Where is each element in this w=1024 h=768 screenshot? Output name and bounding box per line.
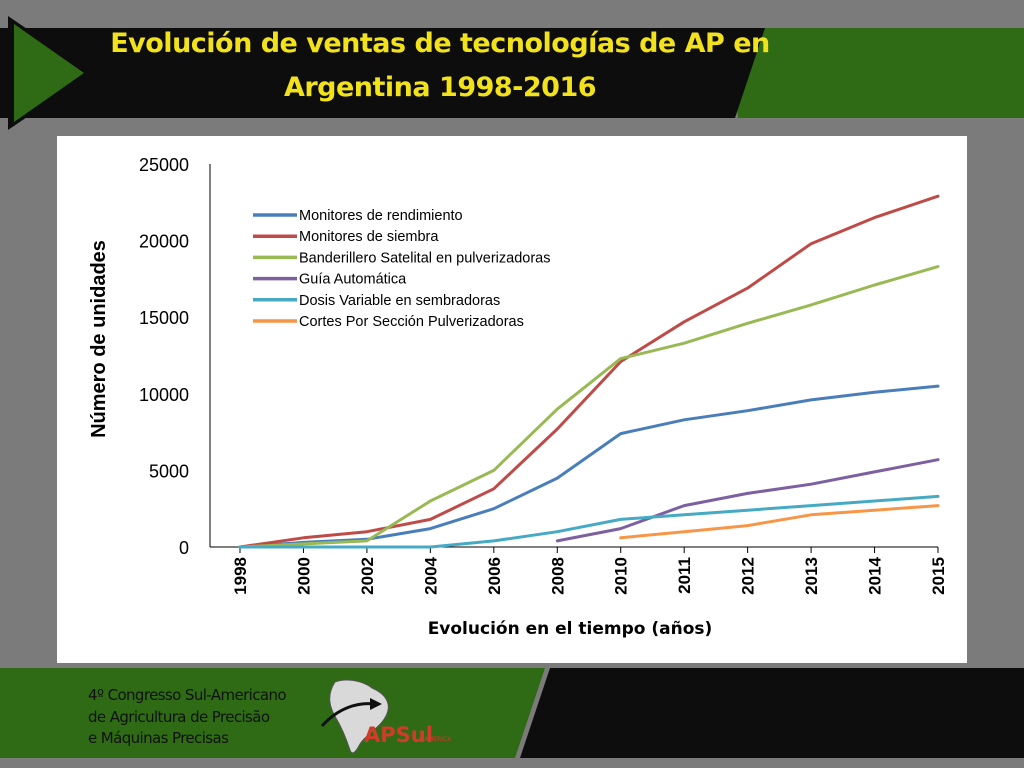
x-tick-label: 2013 [802, 557, 821, 595]
chart-lines [238, 194, 940, 549]
apsul-logo: APSul AMÉRICA [320, 679, 452, 754]
series-line-4 [555, 458, 940, 543]
x-tick-label: 2012 [739, 557, 758, 595]
x-tick-label: 2011 [675, 557, 694, 594]
y-tick-label: 15000 [139, 308, 189, 328]
slide-title-line-1: Evolución de ventas de tecnologías de AP… [110, 28, 770, 59]
series-line-2 [238, 194, 940, 549]
legend-label: Cortes Por Sección Pulverizadoras [299, 314, 524, 330]
x-tick-label: 2014 [866, 556, 885, 594]
series-line-6 [619, 504, 940, 540]
series-line-3 [238, 265, 940, 549]
chart-axes: 0 5000 10000 15000 20000 25000 1998 2000 2002 200… [139, 155, 948, 595]
y-axis-label: Número de unidades [88, 240, 110, 438]
header-green-band [730, 28, 1024, 118]
legend-label: Monitores de siembra [299, 229, 439, 245]
header-arrow [14, 24, 84, 122]
logo-subtext: AMÉRICA [424, 735, 452, 743]
y-tick-label: 0 [179, 538, 189, 558]
series-line-5 [238, 494, 940, 549]
south-america-map-icon [329, 679, 389, 754]
header-black-band [0, 28, 765, 118]
footer-green-band [0, 668, 545, 758]
legend-label: Dosis Variable en sembradoras [299, 293, 500, 309]
logo-text: APSul [364, 723, 433, 747]
chart-legend: Monitores de rendimiento Monitores de sie… [253, 208, 550, 330]
legend-label: Banderillero Satelital en pulverizadoras [299, 250, 550, 266]
logo-swoosh-icon [320, 702, 375, 728]
x-tick-label: 2010 [612, 557, 631, 595]
y-tick-label: 10000 [139, 385, 189, 405]
x-tick-label: 2004 [421, 556, 440, 594]
y-tick-label: 25000 [139, 155, 189, 175]
legend-label: Monitores de rendimiento [299, 208, 463, 224]
footer-black-band [520, 668, 1024, 758]
footer-line-2: de Agricultura de Precisão [88, 708, 270, 726]
x-tick-label: 2002 [358, 557, 377, 595]
x-tick-label: 2015 [929, 557, 948, 595]
x-tick-label: 2008 [548, 557, 567, 595]
chart-panel: 0 5000 10000 15000 20000 25000 1998 2000 2002 200… [57, 136, 967, 663]
x-tick-label: 2006 [485, 557, 504, 595]
footer-line-1: 4º Congresso Sul-Americano [88, 686, 287, 704]
x-tick-label: 1998 [231, 557, 250, 595]
y-tick-label: 20000 [139, 232, 189, 252]
series-line-1 [238, 384, 940, 549]
x-tick-label: 2000 [294, 557, 313, 595]
logo-arrow-icon [370, 698, 382, 710]
legend-label: Guía Automática [299, 272, 407, 288]
y-tick-label: 5000 [149, 461, 189, 481]
slide-title-line-2: Argentina 1998-2016 [283, 72, 597, 103]
line-chart: 0 5000 10000 15000 20000 25000 1998 2000 2002 200… [88, 155, 948, 639]
x-axis-label: Evolución en el tiempo (años) [428, 619, 713, 639]
footer-line-3: e Máquinas Precisas [88, 729, 229, 747]
